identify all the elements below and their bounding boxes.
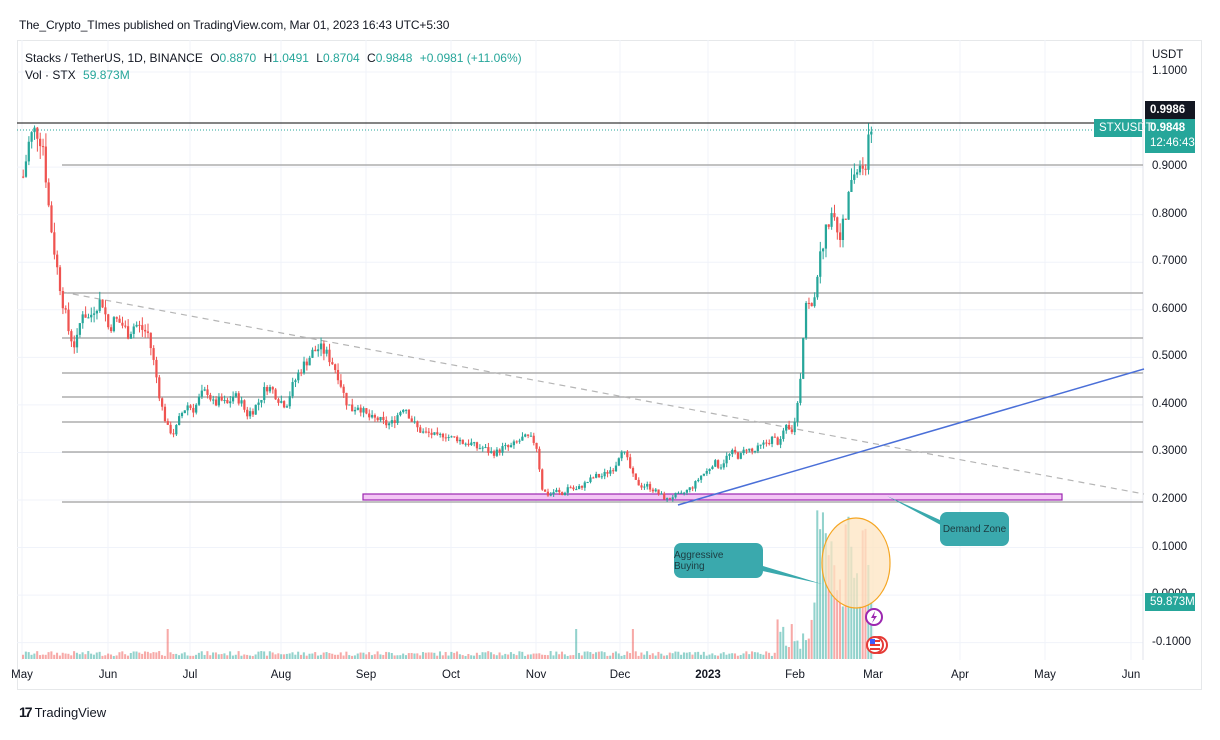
symbol-name[interactable]: Stacks / TetherUS, 1D, BINANCE bbox=[25, 51, 203, 65]
time-tick-label: Jun bbox=[1121, 669, 1141, 681]
volume-row: Vol · STX 59.873M bbox=[25, 67, 526, 84]
demand-zone-pointer bbox=[887, 496, 950, 530]
ascending-trendline[interactable] bbox=[677, 368, 1145, 506]
low-label: L bbox=[316, 51, 323, 65]
close-value: 0.9848 bbox=[375, 51, 413, 65]
volume-value: 59.873M bbox=[83, 68, 130, 82]
time-tick-label: May bbox=[11, 669, 33, 681]
vertical-gridlines bbox=[21, 40, 1132, 660]
ohlc-row: Stacks / TetherUS, 1D, BINANCE O0.8870 H… bbox=[25, 50, 526, 67]
high-price-tag: 0.9986 bbox=[1145, 101, 1195, 119]
time-tick-label: Sep bbox=[355, 669, 377, 681]
demand-zone-label: Demand Zone bbox=[942, 523, 1007, 535]
footer-branding[interactable]: 17 TradingView bbox=[19, 704, 106, 720]
volume-label[interactable]: Vol · STX bbox=[25, 68, 76, 82]
aggressive-buying-label: Aggressive Buying bbox=[674, 549, 724, 572]
aggressive-buying-box[interactable] bbox=[674, 543, 763, 578]
high-value: 1.0491 bbox=[272, 51, 309, 65]
price-tick-label: 0.5000 bbox=[1152, 350, 1188, 363]
bar-countdown: 12:46:43 bbox=[1150, 137, 1195, 149]
price-tick-label: 0.1000 bbox=[1152, 540, 1188, 553]
candlesticks bbox=[22, 123, 873, 503]
symbol-tag[interactable]: STXUSDT bbox=[1094, 119, 1153, 137]
chart-legend: Stacks / TetherUS, 1D, BINANCE O0.8870 H… bbox=[25, 50, 526, 84]
aggressive-buying-ellipse[interactable] bbox=[821, 517, 891, 609]
open-value: 0.8870 bbox=[219, 51, 257, 65]
us-flag-event-icon[interactable] bbox=[866, 636, 888, 654]
last-price-tag: 0.9848 12:46:43 bbox=[1145, 119, 1195, 153]
volume-tag: 59.873M bbox=[1145, 593, 1195, 611]
high-label: H bbox=[263, 51, 273, 65]
change-value: +0.0981 (+11.06%) bbox=[419, 51, 522, 65]
support-resistance-levels bbox=[62, 164, 1143, 503]
lightning-icon[interactable] bbox=[865, 608, 883, 626]
price-tick-label: 0.3000 bbox=[1152, 445, 1188, 458]
price-tick-label: 0.2000 bbox=[1152, 493, 1188, 505]
time-tick-label: Nov bbox=[525, 669, 547, 681]
tradingview-logo-icon: 17 bbox=[19, 704, 33, 720]
time-tick-label: Mar bbox=[863, 669, 883, 681]
price-tick-label: 0.6000 bbox=[1152, 302, 1188, 315]
time-tick-label: 2023 bbox=[695, 669, 721, 681]
demand-zone-box[interactable] bbox=[940, 512, 1009, 546]
time-tick-label: Oct bbox=[442, 669, 460, 681]
price-tick-label: -0.1000 bbox=[1152, 635, 1192, 648]
time-tick-label: Dec bbox=[609, 669, 631, 681]
price-tick-label: 0.8000 bbox=[1152, 207, 1188, 220]
horizontal-gridlines bbox=[17, 71, 1143, 644]
currency-label: USDT bbox=[1152, 49, 1184, 61]
price-tick-label: 0.4000 bbox=[1152, 397, 1188, 410]
close-label: C bbox=[367, 51, 376, 65]
time-tick-label: Jun bbox=[98, 669, 118, 681]
last-price-value: 0.9848 bbox=[1150, 122, 1186, 134]
time-tick-label: Feb bbox=[785, 669, 805, 681]
time-tick-label: Apr bbox=[951, 669, 969, 681]
low-value: 0.8704 bbox=[322, 51, 360, 65]
published-caption: The_Crypto_TImes published on TradingVie… bbox=[19, 18, 450, 32]
demand-zone-rect[interactable] bbox=[362, 493, 1063, 501]
chart-frame[interactable] bbox=[17, 40, 1202, 690]
time-tick-label: Aug bbox=[270, 669, 292, 681]
time-tick-label: May bbox=[1034, 669, 1056, 681]
price-tick-label: 1.1000 bbox=[1152, 64, 1188, 77]
brand-name: TradingView bbox=[34, 704, 107, 720]
price-tick-label: 0.9000 bbox=[1152, 160, 1188, 173]
descending-trendline[interactable] bbox=[61, 291, 1145, 495]
price-tick-label: 0.7000 bbox=[1152, 255, 1188, 268]
volume-bars bbox=[22, 510, 873, 659]
open-label: O bbox=[210, 51, 220, 65]
time-tick-label: Jul bbox=[182, 669, 198, 681]
